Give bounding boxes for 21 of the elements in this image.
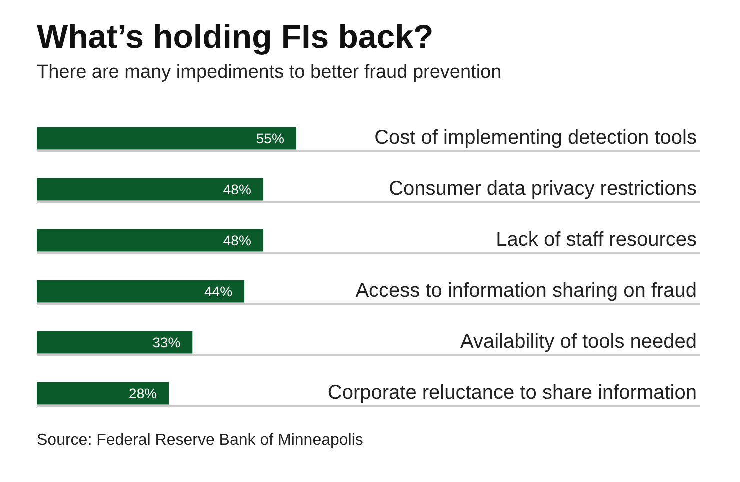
y-tick-label: Corporate reluctance to share information <box>328 382 697 404</box>
data-label: 44% <box>204 283 233 300</box>
data-label: 55% <box>256 130 284 146</box>
y-tick-label: Lack of staff resources <box>496 229 697 252</box>
bar <box>37 229 264 252</box>
chart-title: What’s holding FIs back? <box>37 18 434 56</box>
chart-subtitle: There are many impediments to better fraud prevention <box>37 62 502 84</box>
bar <box>37 178 264 201</box>
y-tick-label: Access to information sharing on fraud <box>356 280 697 302</box>
y-tick-label: Cost of implementing detection tools <box>374 127 697 150</box>
source-note: Source: Federal Reserve Bank of Minneapolis <box>37 432 364 450</box>
data-label: 33% <box>152 334 181 350</box>
bar <box>37 382 170 405</box>
bar <box>37 280 245 303</box>
data-label: 28% <box>129 385 158 402</box>
bar <box>37 331 193 354</box>
y-tick-label: Consumer data privacy restrictions <box>389 178 697 200</box>
data-label: 48% <box>223 232 252 248</box>
bar <box>37 127 296 150</box>
data-label: 48% <box>223 181 252 198</box>
y-tick-label: Availability of tools needed <box>460 331 697 354</box>
